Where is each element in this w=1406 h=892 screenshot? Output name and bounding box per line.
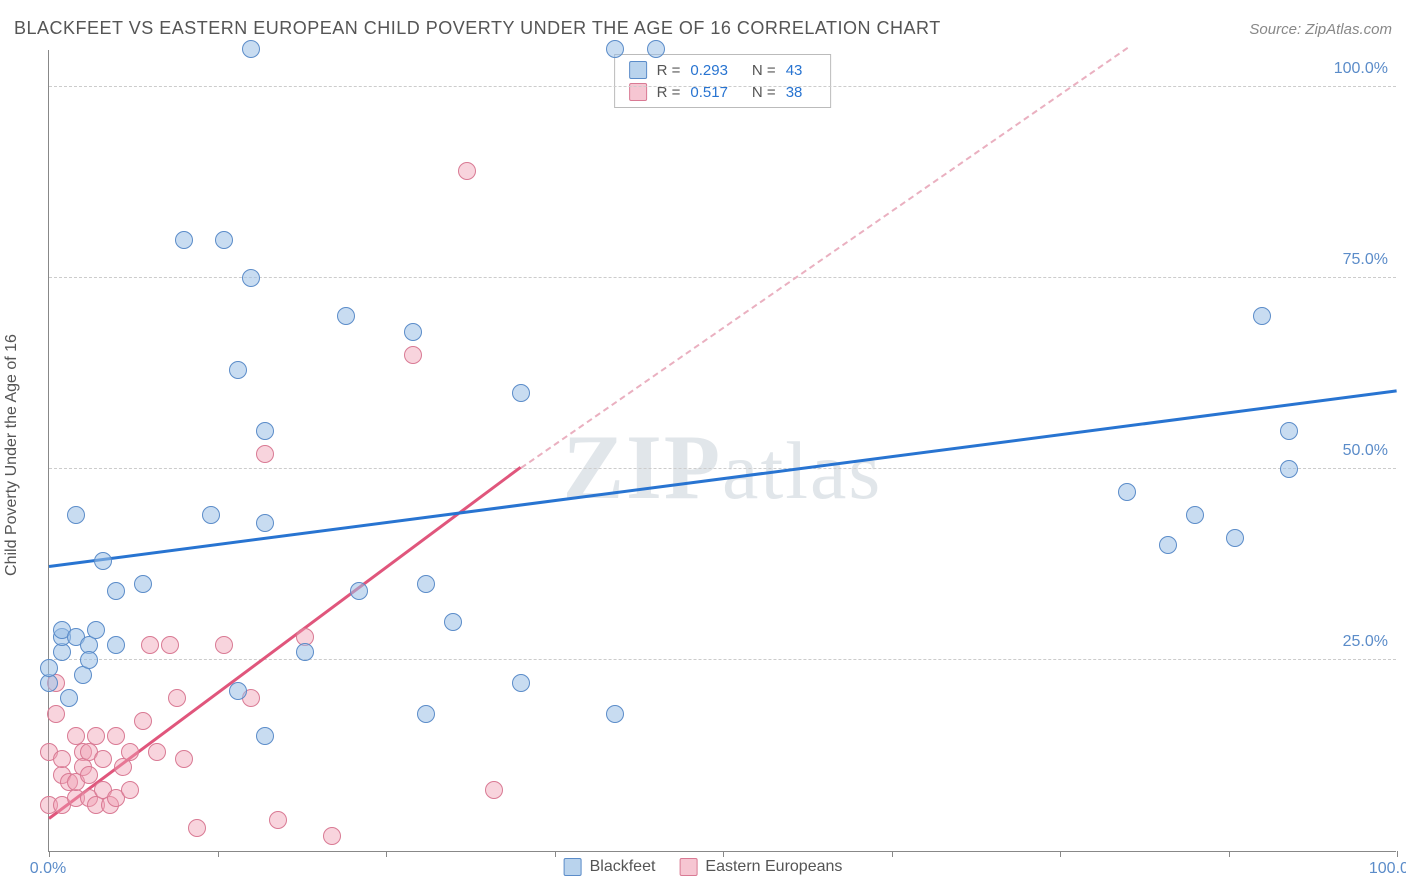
legend-item-pink: Eastern Europeans bbox=[679, 858, 842, 876]
data-point bbox=[1226, 529, 1244, 547]
data-point bbox=[229, 361, 247, 379]
data-point bbox=[242, 40, 260, 58]
data-point bbox=[417, 575, 435, 593]
y-tick-label: 75.0% bbox=[1343, 251, 1388, 269]
data-point bbox=[175, 750, 193, 768]
data-point bbox=[1159, 536, 1177, 554]
y-tick-label: 100.0% bbox=[1334, 60, 1388, 78]
data-point bbox=[417, 705, 435, 723]
data-point bbox=[350, 582, 368, 600]
data-point bbox=[512, 674, 530, 692]
data-point bbox=[80, 766, 98, 784]
data-point bbox=[121, 743, 139, 761]
gridline bbox=[49, 468, 1396, 469]
data-point bbox=[512, 384, 530, 402]
data-point bbox=[296, 643, 314, 661]
data-point bbox=[404, 346, 422, 364]
data-point bbox=[1118, 483, 1136, 501]
data-point bbox=[1280, 460, 1298, 478]
data-point bbox=[215, 636, 233, 654]
data-point bbox=[87, 727, 105, 745]
data-point bbox=[256, 727, 274, 745]
data-point bbox=[40, 659, 58, 677]
data-point bbox=[606, 40, 624, 58]
gridline bbox=[49, 86, 1396, 87]
stats-legend: R = 0.293 N = 43 R = 0.517 N = 38 bbox=[614, 54, 832, 108]
trendline bbox=[520, 47, 1128, 469]
chart-title: BLACKFEET VS EASTERN EUROPEAN CHILD POVE… bbox=[14, 18, 941, 39]
data-point bbox=[141, 636, 159, 654]
data-point bbox=[134, 575, 152, 593]
source-link[interactable]: ZipAtlas.com bbox=[1305, 21, 1392, 38]
x-tick bbox=[1229, 851, 1230, 857]
data-point bbox=[1280, 422, 1298, 440]
x-tick bbox=[1060, 851, 1061, 857]
x-tick bbox=[892, 851, 893, 857]
x-tick bbox=[1397, 851, 1398, 857]
data-point bbox=[256, 422, 274, 440]
data-point bbox=[168, 689, 186, 707]
data-point bbox=[80, 651, 98, 669]
data-point bbox=[269, 811, 287, 829]
data-point bbox=[404, 323, 422, 341]
data-point bbox=[175, 231, 193, 249]
x-tick-label: 0.0% bbox=[30, 860, 66, 878]
data-point bbox=[202, 506, 220, 524]
data-point bbox=[485, 781, 503, 799]
y-tick-label: 50.0% bbox=[1343, 442, 1388, 460]
data-point bbox=[229, 682, 247, 700]
watermark: ZIPatlas bbox=[563, 414, 883, 520]
data-point bbox=[148, 743, 166, 761]
data-point bbox=[242, 269, 260, 287]
data-point bbox=[337, 307, 355, 325]
data-point bbox=[47, 705, 65, 723]
data-point bbox=[94, 552, 112, 570]
legend-item-blue: Blackfeet bbox=[564, 858, 656, 876]
gridline bbox=[49, 659, 1396, 660]
data-point bbox=[256, 445, 274, 463]
data-point bbox=[647, 40, 665, 58]
data-point bbox=[161, 636, 179, 654]
data-point bbox=[94, 750, 112, 768]
data-point bbox=[323, 827, 341, 845]
x-tick bbox=[218, 851, 219, 857]
stats-row-pink: R = 0.517 N = 38 bbox=[615, 81, 831, 103]
x-tick bbox=[386, 851, 387, 857]
data-point bbox=[60, 689, 78, 707]
x-tick bbox=[555, 851, 556, 857]
swatch-blue-icon bbox=[629, 61, 647, 79]
series-legend: Blackfeet Eastern Europeans bbox=[564, 858, 843, 876]
swatch-pink-icon bbox=[679, 858, 697, 876]
y-tick-label: 25.0% bbox=[1343, 633, 1388, 651]
data-point bbox=[188, 819, 206, 837]
data-point bbox=[67, 506, 85, 524]
swatch-blue-icon bbox=[564, 858, 582, 876]
data-point bbox=[107, 582, 125, 600]
data-point bbox=[134, 712, 152, 730]
data-point bbox=[53, 750, 71, 768]
trendline bbox=[49, 390, 1397, 569]
chart-plot-area: ZIPatlas R = 0.293 N = 43 R = 0.517 N = … bbox=[48, 50, 1396, 852]
data-point bbox=[256, 514, 274, 532]
data-point bbox=[458, 162, 476, 180]
data-point bbox=[107, 636, 125, 654]
data-point bbox=[215, 231, 233, 249]
data-point bbox=[444, 613, 462, 631]
x-tick bbox=[723, 851, 724, 857]
stats-row-blue: R = 0.293 N = 43 bbox=[615, 59, 831, 81]
data-point bbox=[107, 727, 125, 745]
x-tick-label: 100.0% bbox=[1369, 860, 1406, 878]
data-point bbox=[121, 781, 139, 799]
data-point bbox=[606, 705, 624, 723]
source-label: Source: ZipAtlas.com bbox=[1249, 21, 1392, 38]
y-axis-label: Child Poverty Under the Age of 16 bbox=[3, 334, 21, 576]
data-point bbox=[1186, 506, 1204, 524]
data-point bbox=[1253, 307, 1271, 325]
x-tick bbox=[49, 851, 50, 857]
data-point bbox=[87, 621, 105, 639]
